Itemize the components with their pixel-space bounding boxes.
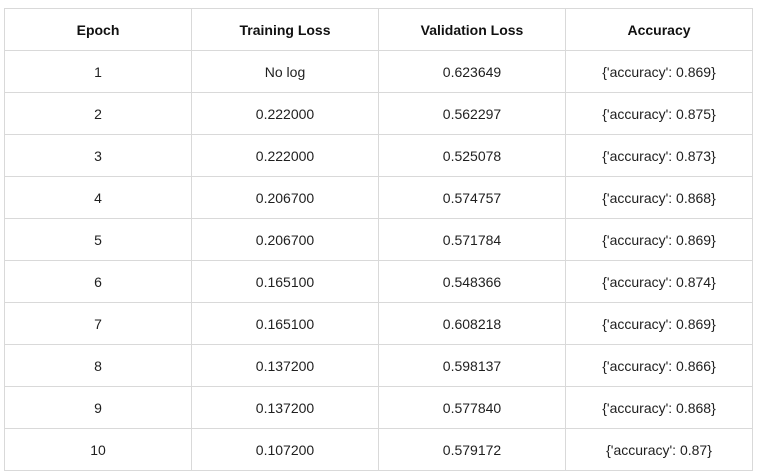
cell-accuracy: {'accuracy': 0.869} — [565, 50, 753, 93]
cell-validation-loss: 0.577840 — [378, 386, 566, 429]
cell-accuracy: {'accuracy': 0.868} — [565, 386, 753, 429]
training-results-table-container: Epoch Training Loss Validation Loss Accu… — [4, 8, 753, 471]
cell-accuracy: {'accuracy': 0.873} — [565, 134, 753, 177]
cell-epoch: 8 — [4, 344, 192, 387]
cell-accuracy: {'accuracy': 0.866} — [565, 344, 753, 387]
header-accuracy: Accuracy — [565, 8, 753, 51]
table-header: Epoch Training Loss Validation Loss Accu… — [4, 8, 753, 51]
cell-validation-loss: 0.525078 — [378, 134, 566, 177]
training-results-table: Epoch Training Loss Validation Loss Accu… — [4, 8, 753, 471]
cell-accuracy: {'accuracy': 0.869} — [565, 218, 753, 261]
table-row: 4 0.206700 0.574757 {'accuracy': 0.868} — [4, 176, 753, 219]
cell-validation-loss: 0.579172 — [378, 428, 566, 471]
cell-accuracy: {'accuracy': 0.868} — [565, 176, 753, 219]
cell-accuracy: {'accuracy': 0.869} — [565, 302, 753, 345]
cell-validation-loss: 0.608218 — [378, 302, 566, 345]
cell-validation-loss: 0.598137 — [378, 344, 566, 387]
cell-epoch: 3 — [4, 134, 192, 177]
cell-epoch: 10 — [4, 428, 192, 471]
cell-validation-loss: 0.574757 — [378, 176, 566, 219]
header-validation-loss: Validation Loss — [378, 8, 566, 51]
cell-accuracy: {'accuracy': 0.874} — [565, 260, 753, 303]
header-training-loss: Training Loss — [191, 8, 379, 51]
cell-accuracy: {'accuracy': 0.87} — [565, 428, 753, 471]
table-body: 1 No log 0.623649 {'accuracy': 0.869} 2 … — [4, 50, 753, 471]
cell-training-loss: 0.137200 — [191, 344, 379, 387]
cell-training-loss: 0.222000 — [191, 134, 379, 177]
cell-epoch: 2 — [4, 92, 192, 135]
table-row: 9 0.137200 0.577840 {'accuracy': 0.868} — [4, 386, 753, 429]
cell-training-loss: 0.165100 — [191, 302, 379, 345]
cell-epoch: 5 — [4, 218, 192, 261]
cell-accuracy: {'accuracy': 0.875} — [565, 92, 753, 135]
cell-training-loss: 0.206700 — [191, 176, 379, 219]
cell-validation-loss: 0.548366 — [378, 260, 566, 303]
table-row: 10 0.107200 0.579172 {'accuracy': 0.87} — [4, 428, 753, 471]
cell-training-loss: 0.206700 — [191, 218, 379, 261]
cell-training-loss: No log — [191, 50, 379, 93]
header-epoch: Epoch — [4, 8, 192, 51]
table-row: 3 0.222000 0.525078 {'accuracy': 0.873} — [4, 134, 753, 177]
cell-validation-loss: 0.623649 — [378, 50, 566, 93]
cell-training-loss: 0.165100 — [191, 260, 379, 303]
cell-epoch: 7 — [4, 302, 192, 345]
cell-validation-loss: 0.562297 — [378, 92, 566, 135]
cell-training-loss: 0.107200 — [191, 428, 379, 471]
cell-training-loss: 0.222000 — [191, 92, 379, 135]
table-row: 7 0.165100 0.608218 {'accuracy': 0.869} — [4, 302, 753, 345]
cell-epoch: 4 — [4, 176, 192, 219]
table-row: 8 0.137200 0.598137 {'accuracy': 0.866} — [4, 344, 753, 387]
cell-training-loss: 0.137200 — [191, 386, 379, 429]
header-row: Epoch Training Loss Validation Loss Accu… — [4, 8, 753, 51]
table-row: 2 0.222000 0.562297 {'accuracy': 0.875} — [4, 92, 753, 135]
cell-epoch: 1 — [4, 50, 192, 93]
cell-epoch: 6 — [4, 260, 192, 303]
table-row: 6 0.165100 0.548366 {'accuracy': 0.874} — [4, 260, 753, 303]
table-row: 5 0.206700 0.571784 {'accuracy': 0.869} — [4, 218, 753, 261]
cell-epoch: 9 — [4, 386, 192, 429]
table-row: 1 No log 0.623649 {'accuracy': 0.869} — [4, 50, 753, 93]
cell-validation-loss: 0.571784 — [378, 218, 566, 261]
